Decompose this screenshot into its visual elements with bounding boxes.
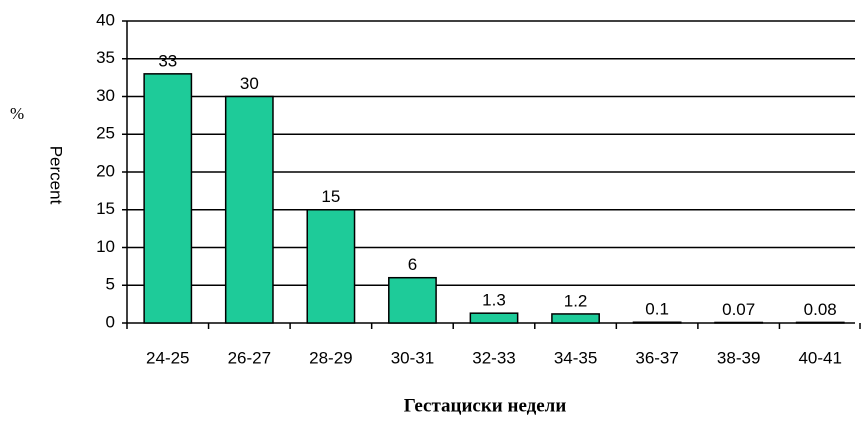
bar bbox=[469, 312, 519, 324]
data-label: 0.1 bbox=[645, 300, 669, 319]
bar bbox=[714, 321, 764, 324]
data-label: 30 bbox=[240, 74, 259, 93]
bar bbox=[795, 321, 845, 324]
y-axis-label: Percent bbox=[47, 146, 66, 205]
x-tick-label: 24-25 bbox=[146, 348, 189, 367]
bar bbox=[224, 95, 274, 324]
data-label: 6 bbox=[408, 255, 417, 274]
data-label: 15 bbox=[321, 187, 340, 206]
y-tick-label: 5 bbox=[106, 275, 115, 294]
y-tick-label: 40 bbox=[96, 10, 115, 29]
data-label: 0.08 bbox=[804, 300, 837, 319]
data-label: 1.3 bbox=[482, 291, 506, 310]
x-tick-label: 38-39 bbox=[717, 348, 760, 367]
y-tick-label: 15 bbox=[96, 199, 115, 218]
data-label: 0.07 bbox=[722, 300, 755, 319]
y-tick-label: 20 bbox=[96, 161, 115, 180]
bar bbox=[632, 321, 682, 324]
y-tick-label: 30 bbox=[96, 86, 115, 105]
chart-title: Гестациски недели bbox=[404, 395, 567, 416]
data-label: 1.2 bbox=[564, 291, 588, 310]
x-tick-label: 30-31 bbox=[391, 348, 434, 367]
y-tick-label: 10 bbox=[96, 237, 115, 256]
bar bbox=[551, 313, 600, 324]
bar bbox=[306, 209, 356, 324]
bar bbox=[143, 73, 193, 324]
x-tick-label: 28-29 bbox=[309, 348, 352, 367]
x-tick-label: 34-35 bbox=[554, 348, 597, 367]
y-tick-label: 35 bbox=[96, 48, 115, 67]
x-tick-label: 36-37 bbox=[635, 348, 678, 367]
data-label: 33 bbox=[158, 51, 177, 70]
x-tick-label: 26-27 bbox=[228, 348, 271, 367]
y-tick-label: 25 bbox=[96, 124, 115, 143]
y-tick-label: 0 bbox=[106, 312, 115, 331]
x-tick-label: 40-41 bbox=[798, 348, 841, 367]
bar bbox=[388, 276, 437, 324]
x-tick-label: 32-33 bbox=[472, 348, 515, 367]
y-unit: % bbox=[10, 104, 24, 123]
